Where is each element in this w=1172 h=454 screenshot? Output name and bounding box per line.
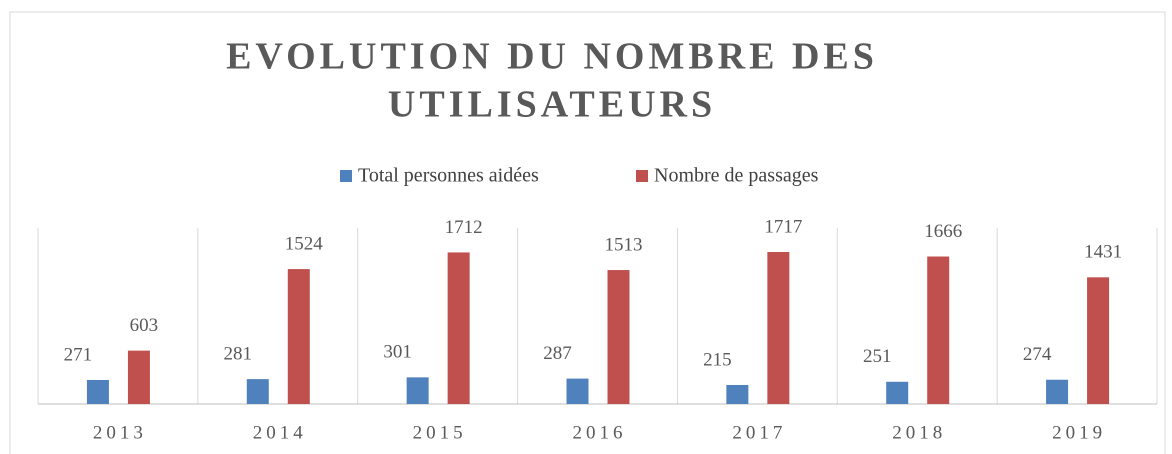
- bar: [927, 256, 950, 404]
- legend-swatch: [636, 170, 648, 182]
- bar: [607, 270, 630, 404]
- data-label: 1524: [285, 233, 324, 254]
- bar: [447, 252, 470, 404]
- x-tick-label: 2013: [93, 422, 147, 443]
- bar: [127, 350, 150, 404]
- legend-swatch: [340, 170, 352, 182]
- data-label: 215: [703, 349, 732, 370]
- bar: [767, 252, 790, 404]
- chart-title: EVOLUTION DU NOMBRE DES: [226, 36, 878, 78]
- data-label: 1513: [605, 234, 643, 255]
- bar: [566, 378, 589, 404]
- x-tick-label: 2017: [732, 422, 786, 443]
- data-label: 1666: [924, 221, 962, 242]
- bar: [246, 379, 269, 404]
- bar: [1087, 277, 1110, 404]
- data-label: 251: [863, 346, 892, 367]
- bar: [1046, 379, 1069, 404]
- chart-border: [9, 11, 1166, 454]
- x-tick-label: 2014: [253, 422, 307, 443]
- bar: [287, 269, 310, 404]
- legend-label: Nombre de passages: [654, 165, 819, 187]
- data-label: 1717: [764, 216, 802, 237]
- data-label: 287: [543, 343, 572, 364]
- data-label: 281: [224, 343, 253, 364]
- data-label: 301: [383, 342, 412, 363]
- legend-label: Total personnes aidées: [358, 165, 539, 187]
- x-tick-label: 2019: [1052, 422, 1106, 443]
- data-label: 1712: [445, 217, 483, 238]
- bar: [886, 381, 909, 404]
- x-tick-label: 2016: [573, 422, 627, 443]
- x-tick-label: 2015: [413, 422, 467, 443]
- bar: [86, 380, 109, 404]
- data-label: 1431: [1084, 242, 1122, 263]
- data-label: 603: [130, 315, 159, 336]
- data-label: 274: [1023, 344, 1052, 365]
- bar: [726, 384, 749, 404]
- data-label: 271: [64, 344, 93, 365]
- bar: [406, 377, 429, 404]
- x-tick-label: 2018: [892, 422, 946, 443]
- chart-title: UTILISATEURS: [388, 84, 716, 126]
